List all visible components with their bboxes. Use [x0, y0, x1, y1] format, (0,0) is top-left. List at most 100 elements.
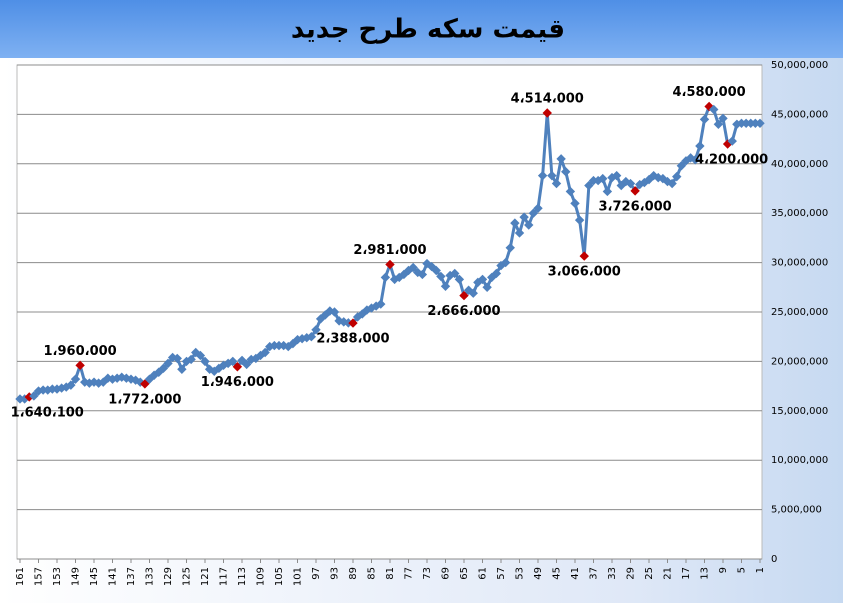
x-tick-label: 45: [552, 567, 563, 580]
marker: [672, 171, 682, 182]
marker: [70, 374, 81, 384]
x-tick-label: 61: [478, 567, 489, 580]
marker: [625, 178, 636, 189]
marker: [450, 268, 460, 279]
x-tick-label: 93: [330, 567, 341, 580]
x-tick-label: 1: [755, 567, 766, 573]
x-tick-label: 85: [367, 567, 378, 580]
x-tick-label: 81: [385, 567, 396, 580]
highlight-marker: [542, 108, 552, 118]
marker: [528, 208, 539, 218]
x-tick-label: 157: [34, 567, 45, 586]
x-tick-label: 141: [108, 567, 119, 586]
marker: [718, 113, 728, 124]
marker: [699, 114, 710, 125]
x-tick-label: 33: [607, 567, 618, 580]
marker: [584, 180, 594, 191]
x-tick-label: 53: [515, 567, 526, 580]
x-tick-label: 161: [15, 567, 26, 586]
marker: [408, 262, 418, 273]
highlight-marker: [385, 259, 395, 270]
y-tick-label: 45,000,000: [771, 109, 828, 120]
marker: [505, 243, 515, 253]
marker: [574, 215, 585, 225]
x-tick-label: 21: [663, 567, 674, 580]
x-tick-label: 49: [533, 567, 544, 580]
x-tick-label: 41: [570, 567, 581, 580]
y-tick-label: 15,000,000: [771, 406, 828, 417]
marker: [727, 136, 737, 146]
marker: [556, 154, 566, 164]
x-tick-label: 9: [718, 567, 729, 573]
marker: [177, 364, 187, 375]
y-tick-label: 30,000,000: [771, 258, 828, 269]
marker: [500, 257, 511, 268]
marker: [755, 118, 765, 128]
x-tick-label: 29: [626, 567, 637, 580]
marker: [709, 104, 719, 115]
marker: [667, 178, 677, 189]
marker: [195, 350, 206, 361]
marker: [565, 186, 576, 197]
y-tick-label: 40,000,000: [771, 159, 828, 170]
marker: [598, 173, 608, 184]
marker: [29, 391, 39, 401]
x-tick-label: 13: [700, 567, 711, 580]
marker: [380, 272, 391, 283]
x-tick-label: 89: [348, 567, 359, 580]
marker: [172, 353, 182, 364]
x-tick-label: 125: [182, 567, 193, 586]
x-tick-label: 149: [71, 567, 82, 586]
x-tick-label: 97: [311, 567, 322, 580]
marker: [454, 274, 465, 285]
marker: [431, 265, 441, 276]
x-tick-label: 145: [89, 567, 100, 586]
y-tick-label: 5,000,000: [771, 505, 822, 516]
marker: [533, 203, 543, 213]
marker: [158, 363, 169, 374]
x-tick-label: 65: [459, 567, 470, 580]
marker: [311, 325, 321, 335]
y-tick-label: 20,000,000: [771, 356, 828, 367]
y-tick-label: 25,000,000: [771, 307, 828, 318]
x-tick-label: 73: [422, 567, 433, 580]
marker: [436, 271, 446, 282]
data-label: 3،726،000: [599, 199, 672, 214]
marker: [440, 281, 451, 292]
title-band: [0, 0, 843, 58]
marker: [519, 212, 529, 222]
marker: [602, 186, 613, 197]
marker: [611, 170, 622, 181]
marker: [306, 331, 317, 342]
marker: [570, 198, 580, 209]
marker: [241, 359, 252, 370]
data-label: 2،981،000: [353, 243, 426, 258]
y-tick-label: 0: [771, 554, 777, 565]
x-tick-label: 77: [404, 567, 415, 580]
highlight-marker: [579, 251, 589, 261]
marker: [561, 166, 571, 177]
x-tick-label: 153: [52, 567, 63, 586]
chart-title: قیمت سکه طرح جدید: [291, 15, 565, 45]
marker: [163, 358, 173, 369]
x-tick-label: 17: [681, 567, 692, 580]
x-tick-label: 105: [274, 567, 285, 586]
data-label: 1،946،000: [201, 375, 274, 390]
x-tick-label: 121: [200, 567, 211, 586]
marker: [186, 354, 196, 365]
highlight-marker: [459, 290, 469, 301]
marker: [228, 356, 238, 367]
highlight-marker: [140, 379, 150, 389]
x-tick-label: 25: [644, 567, 655, 580]
x-tick-label: 69: [441, 567, 452, 580]
x-tick-label: 129: [163, 567, 174, 586]
highlight-marker: [630, 186, 640, 196]
y-tick-label: 10,000,000: [771, 455, 828, 466]
x-tick-label: 117: [219, 567, 230, 586]
x-tick-label: 101: [293, 567, 304, 586]
marker: [537, 170, 548, 181]
marker: [260, 347, 270, 358]
marker: [514, 228, 525, 238]
marker: [491, 268, 502, 279]
